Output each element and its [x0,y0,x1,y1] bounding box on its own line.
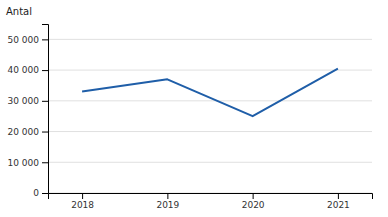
tick-mark [42,39,48,40]
tick: 2020 [242,193,265,210]
grid-line [48,70,372,71]
axis-line [42,25,49,194]
chart: 2018 2019 2020 2021 0 10 000 20 000 30 000 40 00… [0,0,388,217]
y-axis-label: Antal [6,6,32,17]
tick: 2018 [71,193,94,210]
tick: 0 [33,188,48,198]
tick-label: 20 000 [8,127,40,137]
marks [82,69,338,117]
tick-label: 30 000 [8,96,40,106]
grid-line [48,39,372,40]
tick-mark [167,193,168,199]
tick-mark [338,193,339,199]
tick-label: 2021 [327,200,350,210]
plot-area: 2018 2019 2020 2021 0 10 000 20 000 30 000 40 00… [8,25,373,211]
grid [48,39,372,193]
tick-mark [42,162,48,163]
tick-label: 2018 [71,200,94,210]
tick: 2019 [156,193,179,210]
tick-mark [253,193,254,199]
tick: 10 000 [8,158,49,168]
chart-container: 2018 2019 2020 2021 0 10 000 20 000 30 000 40 00… [0,0,388,217]
grid-line [48,162,372,163]
tick: 20 000 [8,127,49,137]
tick-label: 0 [33,188,39,198]
tick-mark [42,70,48,71]
line [82,69,338,117]
tick-label: 10 000 [8,158,40,168]
axis-line [49,194,373,200]
tick: 40 000 [8,65,49,75]
tick-label: 2019 [156,200,179,210]
grid-line [48,100,372,101]
tick-mark [42,101,48,102]
tick-label: 40 000 [8,65,40,75]
tick-mark [42,132,48,133]
tick: 50 000 [8,35,49,45]
tick: 30 000 [8,96,49,106]
grid-line [48,131,372,132]
tick-label: 50 000 [8,35,40,45]
tick-mark [82,193,83,199]
tick: 2021 [327,193,350,210]
x-axis: 2018 2019 2020 2021 [49,193,373,210]
tick-mark [42,193,48,194]
tick-label: 2020 [242,200,265,210]
y-axis: 0 10 000 20 000 30 000 40 000 50 000 [8,25,49,199]
